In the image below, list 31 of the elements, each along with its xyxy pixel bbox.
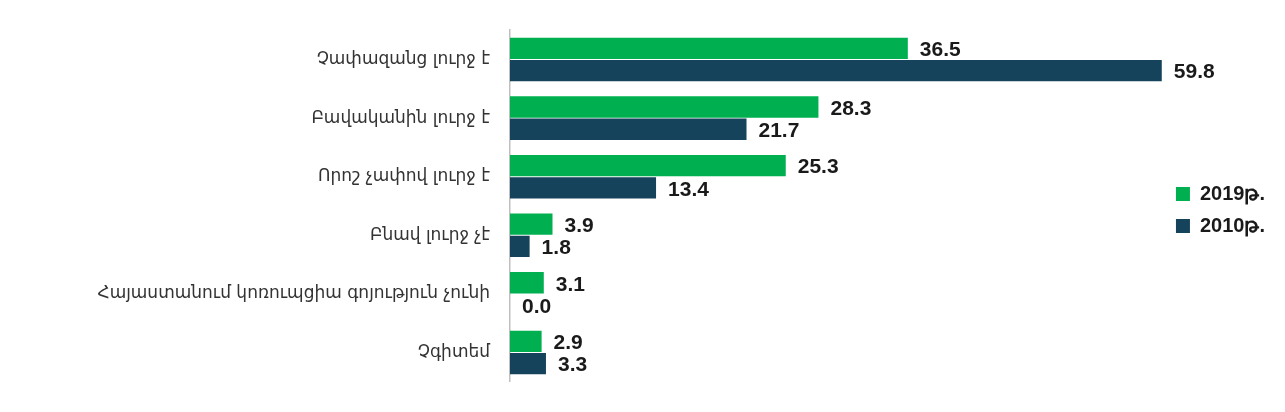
bar: [510, 235, 530, 258]
data-label: 13.4: [668, 176, 710, 200]
data-label: 0.0: [522, 293, 552, 317]
data-label: 59.8: [1173, 59, 1215, 83]
data-label: 25.3: [797, 154, 839, 178]
bar: [510, 154, 786, 177]
bar: [510, 352, 546, 375]
y-tick-label: Հայաստանում կոռուպցիա գոյություն չունի: [97, 282, 490, 303]
y-tick-label: Բնավ լուրջ չէ: [369, 223, 491, 244]
bar: [510, 59, 1162, 82]
bar: [510, 96, 819, 118]
bar: [510, 330, 542, 353]
data-label: 36.5: [919, 37, 962, 61]
y-tick-label: Չգիտեմ: [417, 340, 491, 361]
data-label: 3.9: [564, 212, 594, 236]
bar: [510, 272, 544, 294]
y-tick-label: Բավականին լուրջ է: [311, 106, 491, 127]
data-label: 3.3: [557, 352, 588, 376]
bar: [510, 213, 553, 235]
y-tick-label: Չափազանց լուրջ է: [316, 47, 491, 68]
data-label: 1.8: [541, 235, 572, 259]
bar: [510, 118, 747, 140]
bar: [510, 177, 657, 199]
data-label: 2.9: [553, 330, 583, 354]
data-label: 28.3: [830, 95, 872, 119]
data-label: 21.7: [758, 118, 800, 142]
data-label: 3.1: [555, 271, 586, 295]
legend-label: 2010թ.: [1199, 213, 1266, 237]
bar: [510, 37, 908, 60]
legend-label: 2019թ.: [1199, 181, 1266, 205]
y-tick-label: Որոշ չափով լուրջ է: [317, 165, 491, 186]
